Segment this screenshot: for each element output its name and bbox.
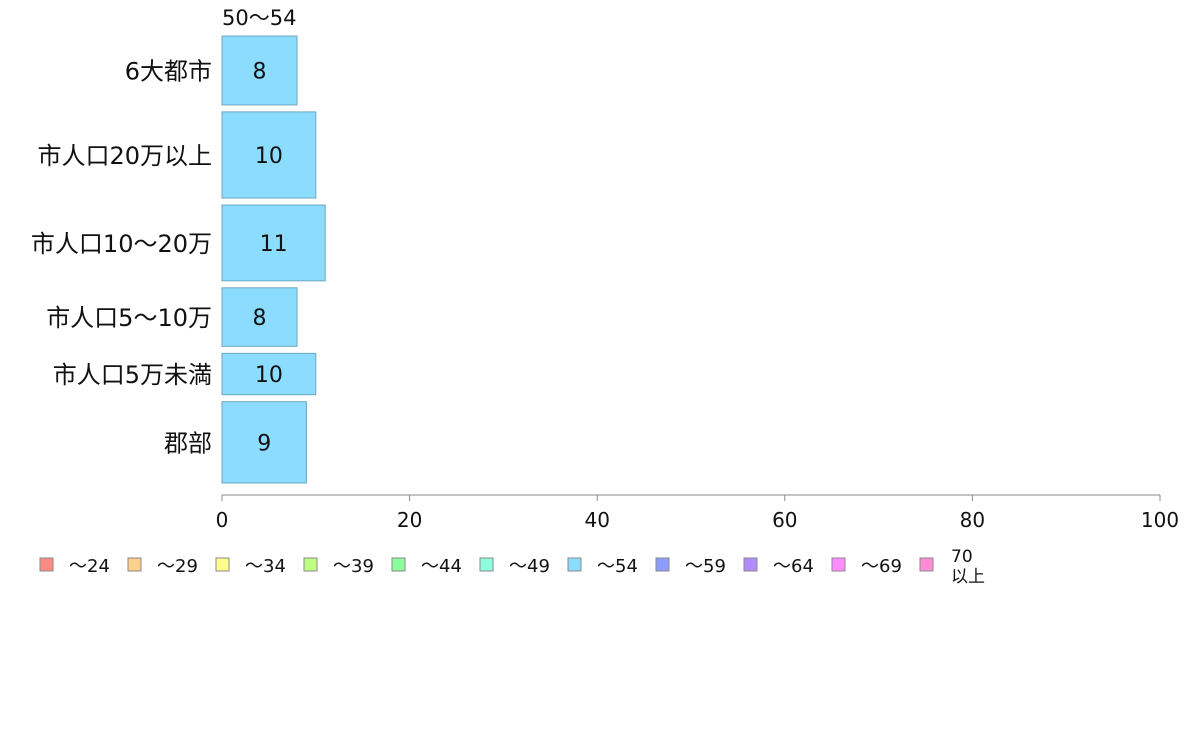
legend-label: 〜39: [333, 556, 374, 577]
legend-label: 〜64: [773, 556, 814, 577]
legend-label: 〜69: [861, 556, 902, 577]
legend-swatch: [655, 557, 670, 572]
bar-value-label: 8: [253, 306, 267, 331]
legend-label: 〜34: [245, 556, 286, 577]
bar-value-label: 8: [253, 59, 267, 84]
legend-label: 〜24: [69, 556, 110, 577]
legend-swatch: [215, 557, 230, 572]
legend-swatch: [831, 557, 846, 572]
category-label: 市人口5万未満: [53, 361, 212, 389]
bar-value-label: 9: [257, 431, 271, 456]
category-label: 市人口10〜20万: [31, 230, 212, 258]
legend-swatch: [127, 557, 142, 572]
bar-value-label: 10: [255, 363, 283, 388]
category-label: 市人口20万以上: [37, 142, 212, 170]
legend-label: 〜54: [597, 556, 638, 577]
bar-3: [221, 204, 326, 282]
category-label: 6大都市: [125, 57, 212, 85]
legend-swatch: [39, 557, 54, 572]
category-label: 市人口5〜10万: [46, 304, 212, 332]
legend-swatch: [303, 557, 318, 572]
x-tick-label: 40: [584, 508, 609, 532]
bar-2: [221, 111, 317, 199]
x-tick-label: 80: [960, 508, 985, 532]
category-label: 郡部: [164, 429, 212, 457]
bar-1: [221, 35, 298, 106]
bar-6: [221, 401, 307, 484]
legend-label: 〜44: [421, 556, 462, 577]
legend-swatch: [567, 557, 582, 572]
legend-swatch: [919, 557, 934, 572]
legend-swatch: [743, 557, 758, 572]
bar-value-label: 11: [260, 232, 288, 257]
x-tick-label: 20: [397, 508, 422, 532]
legend-label: 70 以上: [951, 547, 985, 587]
x-tick-label: 100: [1141, 508, 1179, 532]
x-tick-label: 60: [772, 508, 797, 532]
legend-label: 〜59: [685, 556, 726, 577]
legend-swatch: [479, 557, 494, 572]
bar-value-label: 10: [255, 144, 283, 169]
bar-5: [221, 352, 317, 396]
series-header-label: 50〜54: [222, 6, 296, 30]
bar-4: [221, 287, 298, 347]
x-tick-label: 0: [216, 508, 229, 532]
legend-label: 〜29: [157, 556, 198, 577]
legend-label: 〜49: [509, 556, 550, 577]
legend-swatch: [391, 557, 406, 572]
